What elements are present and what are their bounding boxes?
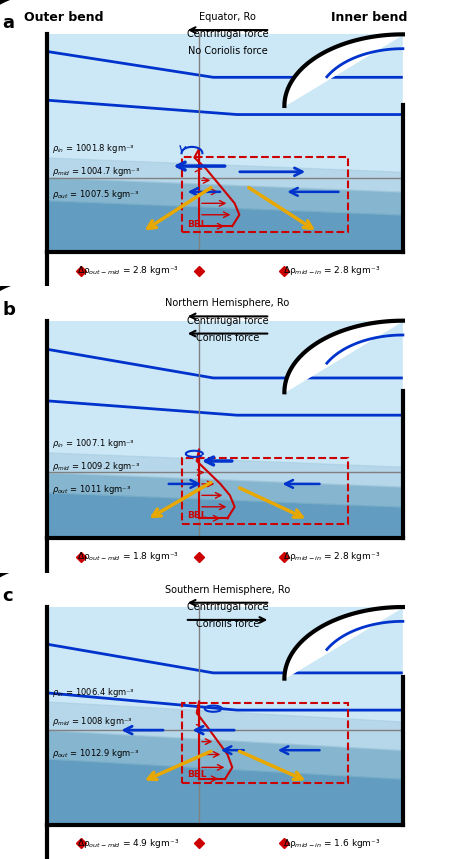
Text: $\rho_{mid}$ = 1004.7 kgm⁻³: $\rho_{mid}$ = 1004.7 kgm⁻³ — [52, 165, 140, 179]
Text: Δρ$_{mid-in}$ = 2.8 kgm⁻³: Δρ$_{mid-in}$ = 2.8 kgm⁻³ — [283, 264, 381, 277]
Bar — [47, 320, 403, 539]
Text: $\rho_{in}$ = 1001.8 kgm⁻³: $\rho_{in}$ = 1001.8 kgm⁻³ — [52, 143, 135, 155]
Polygon shape — [284, 320, 403, 393]
Text: Southern Hemisphere, Ro: Southern Hemisphere, Ro — [165, 585, 290, 594]
Text: Coriolis force: Coriolis force — [196, 619, 259, 629]
Bar — [182, 157, 348, 232]
Text: Coriolis force: Coriolis force — [196, 332, 259, 343]
Text: b: b — [2, 301, 15, 319]
Text: BBL: BBL — [187, 771, 207, 779]
Polygon shape — [284, 607, 403, 679]
Text: $\rho_{mid}$ = 1009.2 kgm⁻³: $\rho_{mid}$ = 1009.2 kgm⁻³ — [52, 460, 140, 473]
Bar — [47, 34, 403, 252]
Text: $\rho_{out}$ = 1012.9 kgm⁻³: $\rho_{out}$ = 1012.9 kgm⁻³ — [52, 746, 139, 759]
Text: c: c — [2, 587, 13, 605]
Bar — [182, 458, 348, 524]
Polygon shape — [284, 34, 403, 106]
Text: Δρ$_{out-mid}$ = 1.8 kgm⁻³: Δρ$_{out-mid}$ = 1.8 kgm⁻³ — [77, 551, 179, 564]
Text: $\rho_{in}$ = 1007.1 kgm⁻³: $\rho_{in}$ = 1007.1 kgm⁻³ — [52, 437, 135, 450]
Text: $\rho_{out}$ = 1011 kgm⁻³: $\rho_{out}$ = 1011 kgm⁻³ — [52, 483, 131, 497]
Bar — [47, 607, 403, 825]
Text: Outer bend: Outer bend — [24, 11, 103, 24]
Text: BBL: BBL — [187, 511, 207, 520]
Text: $\rho_{in}$ = 1006.4 kgm⁻³: $\rho_{in}$ = 1006.4 kgm⁻³ — [52, 686, 135, 699]
Bar — [182, 703, 348, 783]
Text: Equator, Ro: Equator, Ro — [199, 12, 256, 22]
Text: Centrifugal force: Centrifugal force — [187, 602, 268, 612]
Text: Centrifugal force: Centrifugal force — [187, 29, 268, 40]
Text: a: a — [2, 15, 14, 33]
Text: Δρ$_{mid-in}$ = 1.6 kgm⁻³: Δρ$_{mid-in}$ = 1.6 kgm⁻³ — [283, 837, 381, 850]
Text: Δρ$_{mid-in}$ = 2.8 kgm⁻³: Δρ$_{mid-in}$ = 2.8 kgm⁻³ — [283, 551, 381, 564]
Text: Northern Hemisphere, Ro: Northern Hemisphere, Ro — [165, 298, 290, 308]
Text: $\rho_{out}$ = 1007.5 kgm⁻³: $\rho_{out}$ = 1007.5 kgm⁻³ — [52, 188, 139, 201]
Text: Δρ$_{out-mid}$ = 4.9 kgm⁻³: Δρ$_{out-mid}$ = 4.9 kgm⁻³ — [77, 837, 179, 850]
Text: BBL: BBL — [187, 220, 207, 229]
Text: $\rho_{mid}$ = 1008 kgm⁻³: $\rho_{mid}$ = 1008 kgm⁻³ — [52, 715, 133, 728]
Text: No Coriolis force: No Coriolis force — [188, 46, 267, 57]
Text: Centrifugal force: Centrifugal force — [187, 315, 268, 326]
Text: Inner bend: Inner bend — [331, 11, 408, 24]
Text: Δρ$_{out-mid}$ = 2.8 kgm⁻³: Δρ$_{out-mid}$ = 2.8 kgm⁻³ — [77, 264, 179, 277]
